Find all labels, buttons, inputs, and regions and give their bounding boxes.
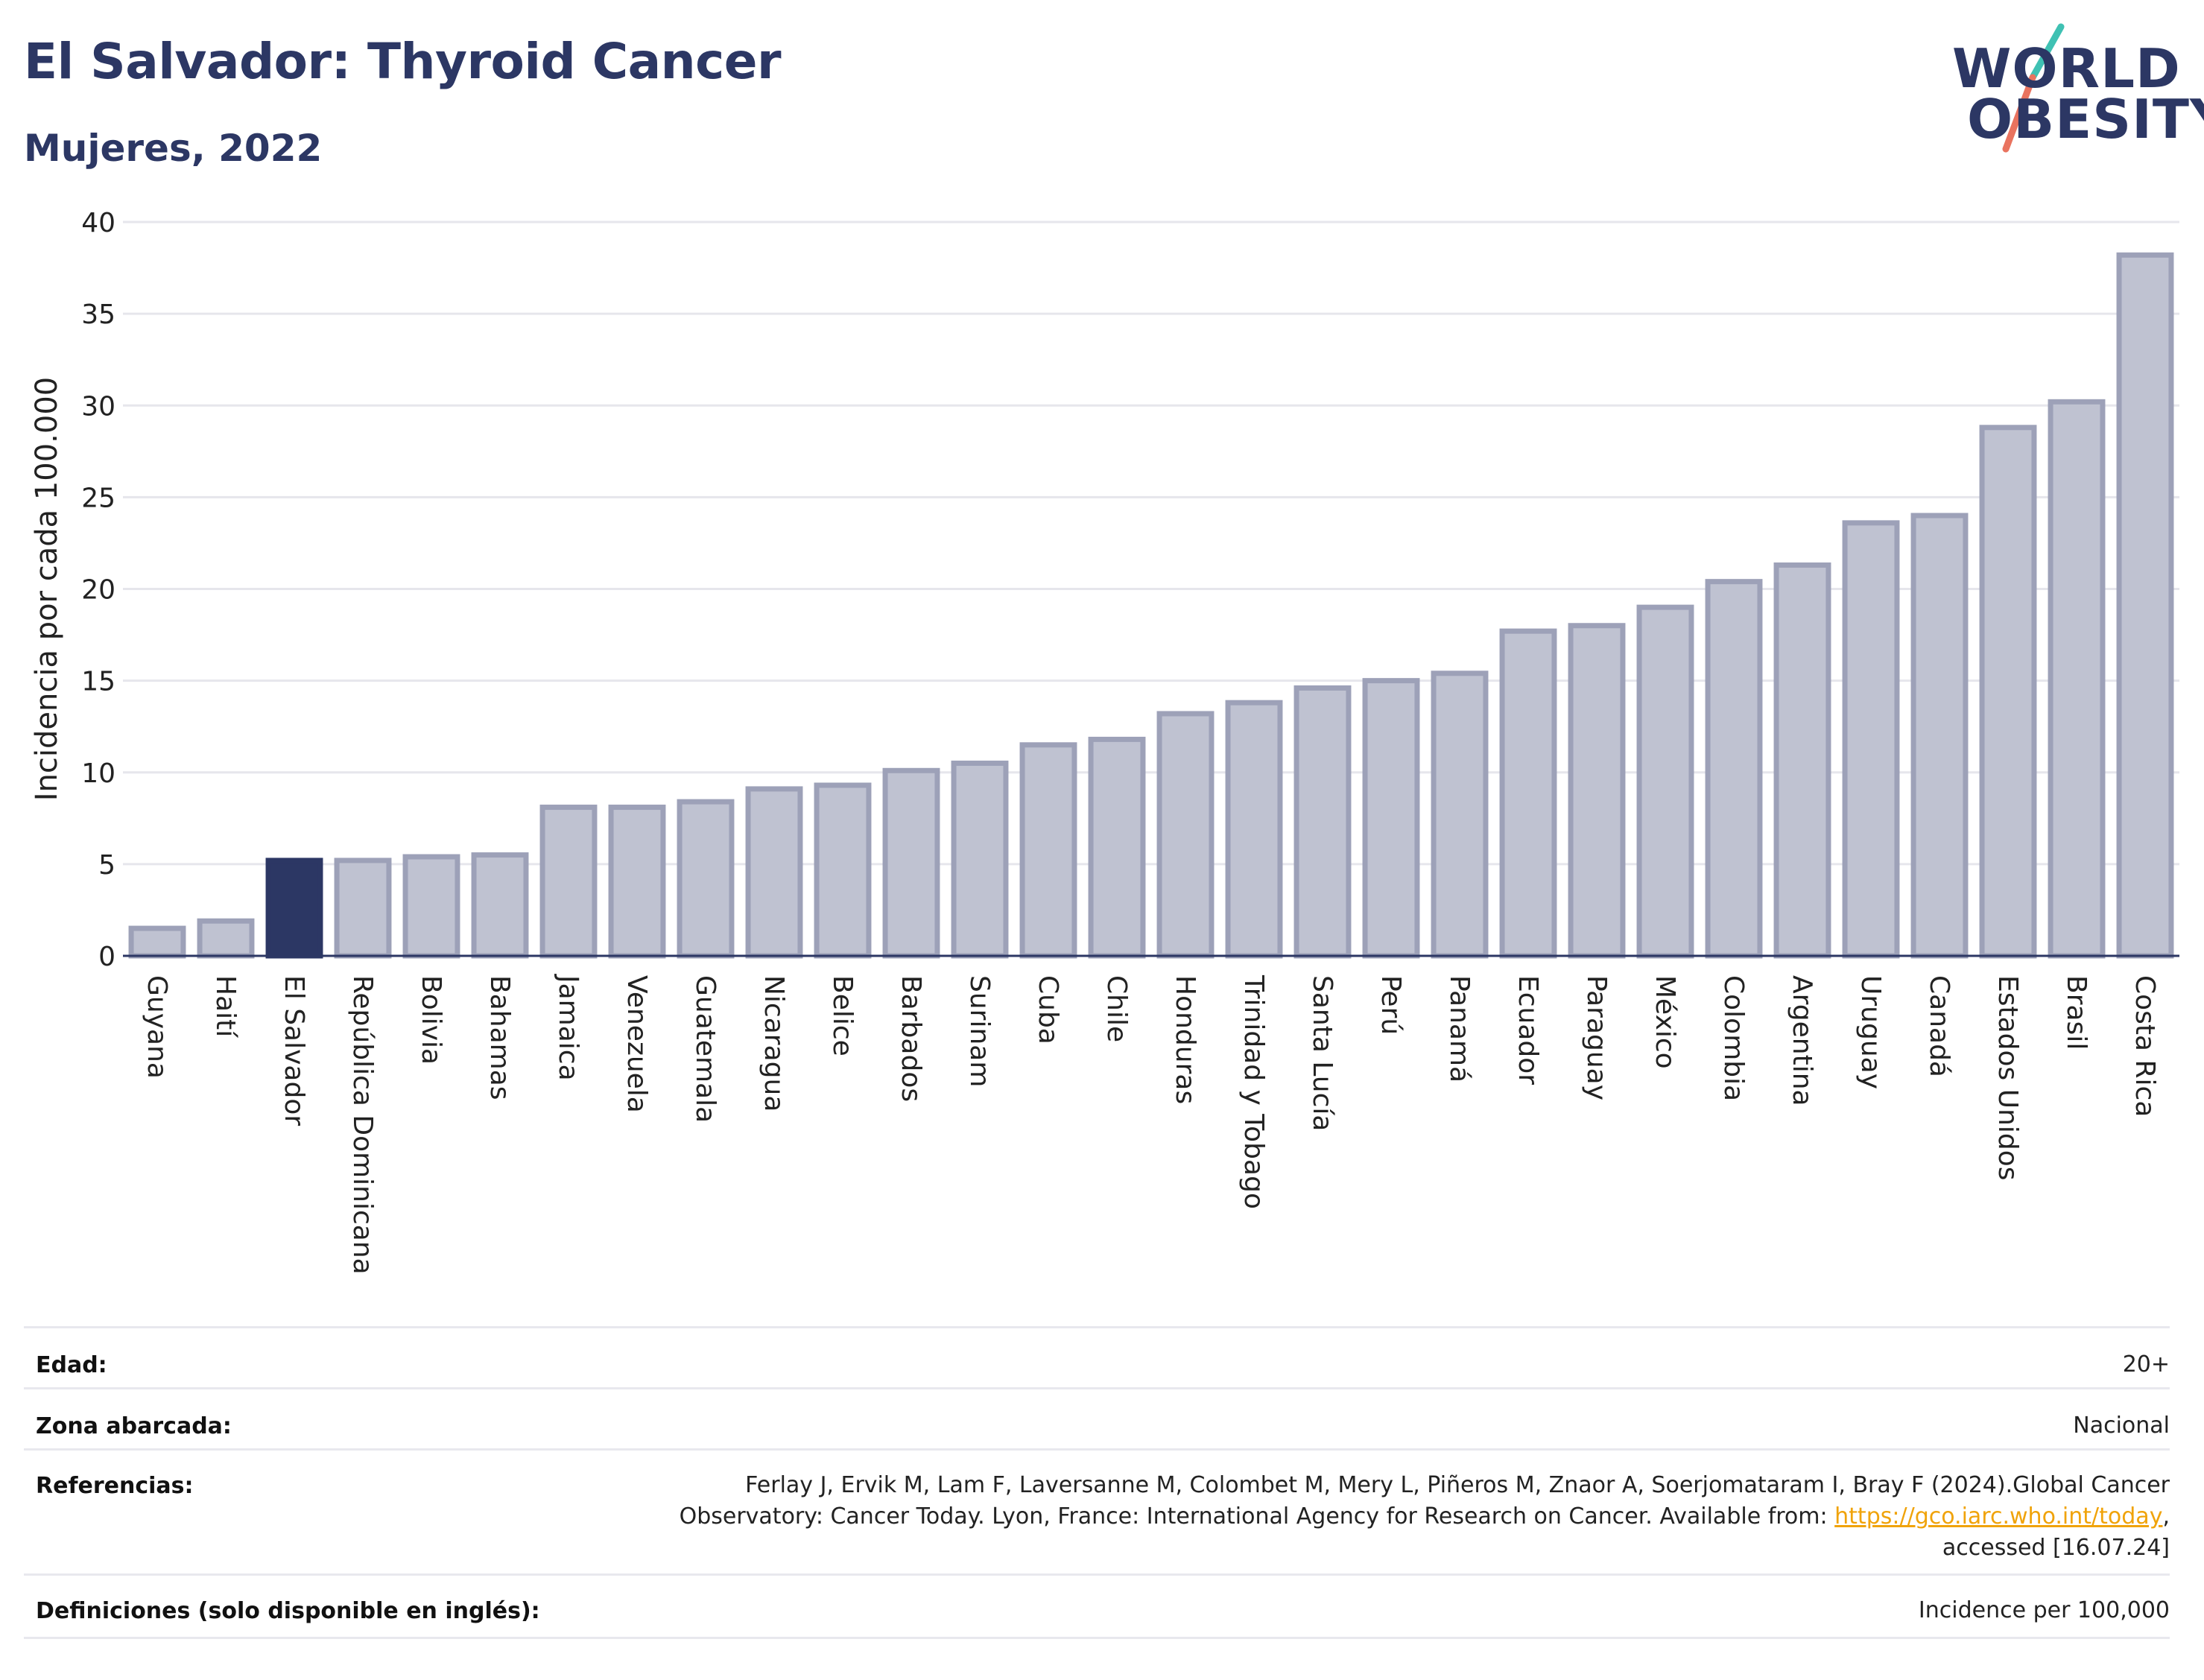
y-tick-label: 10 xyxy=(81,758,115,789)
x-tick-label: Cuba xyxy=(1033,975,1063,1045)
page-title: El Salvador: Thyroid Cancer xyxy=(24,33,782,90)
x-tick-label: Guyana xyxy=(142,975,172,1079)
meta-label-references: Referencias: xyxy=(36,1473,194,1499)
page-subtitle: Mujeres, 2022 xyxy=(24,127,323,170)
meta-value-area: Nacional xyxy=(2073,1413,2170,1439)
y-tick-label: 35 xyxy=(81,299,115,330)
bar-27 xyxy=(1979,425,2037,959)
x-tick-label: Uruguay xyxy=(1855,975,1886,1089)
x-tick-label: Trinidad y Tobago xyxy=(1238,974,1269,1209)
y-tick-label: 40 xyxy=(81,208,115,238)
meta-row-references: Referencias: Ferlay J, Ervik M, Lam F, L… xyxy=(24,1448,2170,1576)
bar-15 xyxy=(1156,711,1215,959)
bar-5 xyxy=(471,852,529,959)
meta-value-references: Ferlay J, Ervik M, Lam F, Laversanne M, … xyxy=(680,1470,2170,1564)
y-tick-label: 30 xyxy=(81,391,115,422)
bar-12 xyxy=(951,760,1009,959)
x-tick-label: Paraguay xyxy=(1581,975,1612,1100)
bar-8 xyxy=(677,799,735,959)
x-tick-label: Ecuador xyxy=(1513,975,1543,1085)
bar-11 xyxy=(882,767,940,959)
y-axis-title: Incidencia por cada 100.000 xyxy=(30,377,64,802)
x-tick-label: Jamaica xyxy=(553,974,583,1081)
bar-23 xyxy=(1705,579,1763,959)
bar-13 xyxy=(1019,742,1077,959)
bar-28 xyxy=(2048,399,2106,959)
bar-19 xyxy=(1431,671,1489,959)
x-tick-label: Barbados xyxy=(896,975,926,1102)
x-tick-label: Venezuela xyxy=(621,975,652,1113)
bar-2 xyxy=(265,858,323,959)
x-tick-label: Bahamas xyxy=(484,975,515,1100)
x-tick-label: Chile xyxy=(1101,975,1132,1042)
x-tick-label: Haití xyxy=(210,975,241,1038)
world-obesity-logo: WORLD OBESITY xyxy=(1937,22,2204,156)
meta-label-definitions: Definiciones (solo disponible en inglés)… xyxy=(36,1598,540,1624)
bar-17 xyxy=(1293,685,1352,959)
meta-value-age: 20+ xyxy=(2122,1351,2170,1378)
x-tick-label: Colombia xyxy=(1718,975,1749,1101)
y-tick-label: 15 xyxy=(81,667,115,697)
x-tick-label: Argentina xyxy=(1787,975,1817,1106)
x-tick-label: Honduras xyxy=(1170,975,1200,1104)
x-tick-label: Costa Rica xyxy=(2129,975,2160,1117)
bar-6 xyxy=(539,805,598,959)
bar-24 xyxy=(1773,562,1831,959)
x-tick-label: Guatemala xyxy=(690,975,721,1123)
meta-label-area: Zona abarcada: xyxy=(36,1413,232,1439)
x-tick-label: Perú xyxy=(1375,975,1406,1035)
x-tick-label: Surinam xyxy=(964,975,995,1087)
bar-18 xyxy=(1362,678,1420,959)
bar-20 xyxy=(1499,628,1557,959)
references-line1: Ferlay J, Ervik M, Lam F, Laversanne M, … xyxy=(745,1472,2170,1498)
bar-10 xyxy=(814,782,872,959)
y-tick-label: 5 xyxy=(98,850,115,881)
x-tick-label: Estados Unidos xyxy=(1992,975,2023,1181)
x-tick-label: México xyxy=(1650,975,1680,1069)
logo-text-line1: WORLD xyxy=(1952,37,2181,100)
logo-slash-icon xyxy=(2002,23,2065,153)
bar-22 xyxy=(1636,604,1694,959)
x-tick-label: Nicaragua xyxy=(759,975,789,1112)
meta-label-age: Edad: xyxy=(36,1352,107,1378)
bar-4 xyxy=(402,854,460,959)
y-tick-label: 25 xyxy=(81,483,115,513)
bar-9 xyxy=(745,786,803,959)
references-line2: Observatory: Cancer Today. Lyon, France:… xyxy=(679,1503,2170,1530)
x-tick-label: El Salvador xyxy=(279,975,309,1126)
x-tick-label: Belice xyxy=(827,975,858,1056)
references-line3: accessed [16.07.24] xyxy=(1942,1535,2170,1561)
bar-14 xyxy=(1088,736,1146,959)
x-tick-label: Bolivia xyxy=(416,975,446,1065)
x-tick-label: Santa Lucía xyxy=(1307,975,1337,1131)
bar-0 xyxy=(128,925,186,959)
x-tick-label: República Dominicana xyxy=(347,975,378,1275)
y-tick-label: 20 xyxy=(81,575,115,606)
x-tick-label: Brasil xyxy=(2061,975,2091,1050)
logo-text-line2: OBESITY xyxy=(1967,88,2204,150)
bar-3 xyxy=(334,858,392,959)
bar-25 xyxy=(1842,520,1900,959)
x-tick-label: Canadá xyxy=(1924,975,1954,1077)
bar-26 xyxy=(1910,513,1969,959)
bar-29 xyxy=(2116,252,2174,959)
bar-21 xyxy=(1568,623,1626,959)
bar-7 xyxy=(608,805,666,959)
references-link[interactable]: https://gco.iarc.who.int/today xyxy=(1834,1503,2163,1530)
meta-value-definitions: Incidence per 100,000 xyxy=(1918,1597,2170,1623)
x-tick-label: Panamá xyxy=(1444,975,1475,1083)
meta-row-definitions: Definiciones (solo disponible en inglés)… xyxy=(24,1573,2170,1639)
bar-16 xyxy=(1225,700,1283,959)
y-tick-label: 0 xyxy=(98,942,115,972)
bar-chart: 0 5 10 15 20 25 30 35 40 Guyana Haití El Salvador Re… xyxy=(30,208,2179,1275)
meta-row-area: Zona abarcada: Nacional xyxy=(24,1387,2170,1451)
meta-row-age: Edad: 20+ xyxy=(24,1326,2170,1389)
bar-1 xyxy=(197,918,255,959)
